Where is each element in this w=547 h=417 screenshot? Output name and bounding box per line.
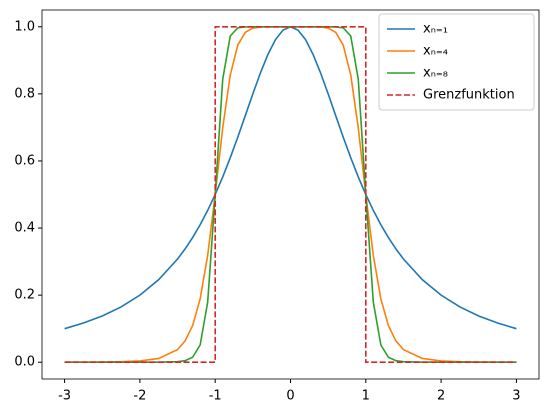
y-tick-label: 0.4 xyxy=(14,221,35,236)
y-tick-label: 0.8 xyxy=(14,86,35,101)
x-tick-label: 0 xyxy=(286,389,294,404)
y-tick-label: 1.0 xyxy=(14,19,35,34)
x-tick-label: -2 xyxy=(133,389,146,404)
y-tick-label: 0.2 xyxy=(14,288,35,303)
plot-frame xyxy=(41,9,540,380)
x-tick-label: 2 xyxy=(437,389,445,404)
legend-label: Grenzfunktion xyxy=(423,88,515,103)
x-tick-label: -3 xyxy=(58,389,71,404)
series-line xyxy=(64,25,517,364)
legend-label: xₙ₌₄ xyxy=(423,44,448,59)
x-tick-label: 1 xyxy=(362,389,370,404)
y-tick-label: 0.0 xyxy=(14,355,35,370)
y-tick-label: 0.6 xyxy=(14,153,35,168)
legend-label: xₙ₌₁ xyxy=(423,22,448,37)
legend-label: xₙ₌₈ xyxy=(423,66,448,81)
x-tick-label: -1 xyxy=(209,389,222,404)
x-tick-label: 3 xyxy=(512,389,520,404)
legend-box xyxy=(378,13,535,111)
